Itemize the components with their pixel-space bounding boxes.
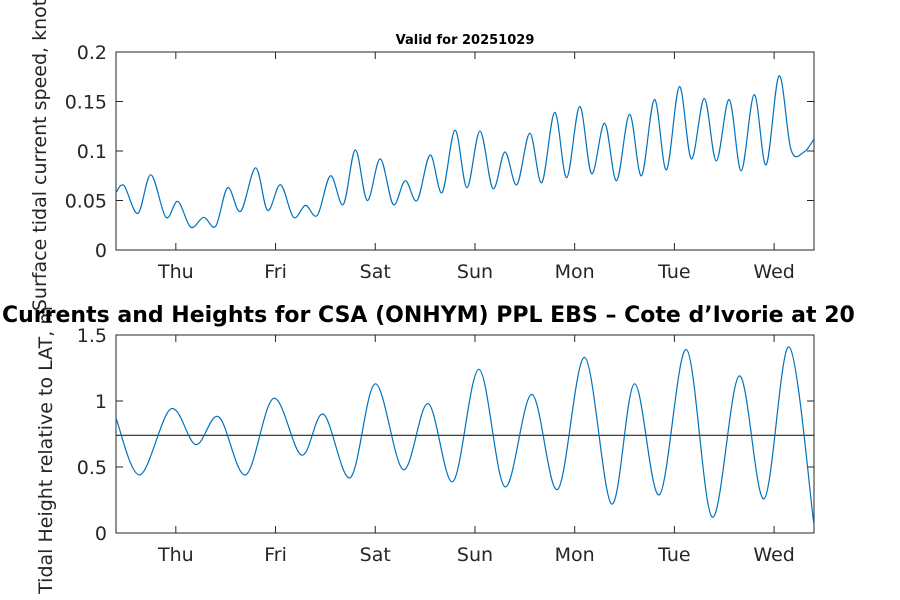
height-x-tick-label: Sat <box>360 544 391 566</box>
height-y-tick-label: 0 <box>95 523 107 545</box>
current-chart-title: Valid for 20251029 <box>396 33 535 48</box>
current-x-ticks: Thu Fri Sat Sun Mon Tue Wed <box>157 52 795 283</box>
height-y-ticks: 0 0.5 1 1.5 <box>77 325 814 545</box>
current-x-tick-label: Tue <box>657 261 690 283</box>
current-y-ticks: 0 0.05 0.1 0.15 0.2 <box>65 42 814 262</box>
current-speed-panel: Valid for 20251029 Surface tidal current… <box>29 0 815 311</box>
current-x-tick-label: Wed <box>753 261 794 283</box>
current-y-tick-label: 0 <box>95 240 107 262</box>
height-x-tick-label: Wed <box>753 544 794 566</box>
height-y-tick-label: 1.5 <box>77 325 107 347</box>
tidal-height-panel: Tidal Height relative to LAT, m 0 0.5 1 1.5… <box>2 303 855 595</box>
current-x-tick-label: Sun <box>457 261 493 283</box>
height-y-axis-label: Tidal Height relative to LAT, m <box>35 306 57 595</box>
height-x-tick-label: Mon <box>555 544 595 566</box>
current-y-tick-label: 0.15 <box>65 92 107 114</box>
height-x-tick-label: Tue <box>657 544 690 566</box>
height-x-tick-label: Sun <box>457 544 493 566</box>
current-y-axis-label: Surface tidal current speed, knots <box>29 0 51 311</box>
current-x-tick-label: Fri <box>264 261 287 283</box>
current-speed-line <box>115 75 815 229</box>
current-x-tick-label: Thu <box>157 261 194 283</box>
current-y-tick-label: 0.1 <box>77 141 107 163</box>
current-x-tick-label: Mon <box>555 261 595 283</box>
height-x-tick-label: Fri <box>264 544 287 566</box>
current-plot-frame <box>115 51 815 251</box>
main-chart-title: Currents and Heights for CSA (ONHYM) PPL… <box>2 303 855 328</box>
height-y-tick-label: 0.5 <box>77 457 107 479</box>
current-y-tick-label: 0.2 <box>77 42 107 64</box>
current-y-tick-label: 0.05 <box>65 191 107 213</box>
height-y-tick-label: 1 <box>95 391 107 413</box>
height-x-tick-label: Thu <box>157 544 194 566</box>
height-x-ticks: Thu Fri Sat Sun Mon Tue Wed <box>157 335 795 566</box>
current-x-tick-label: Sat <box>360 261 391 283</box>
tidal-height-line <box>115 346 815 526</box>
height-plot-frame <box>115 334 815 534</box>
